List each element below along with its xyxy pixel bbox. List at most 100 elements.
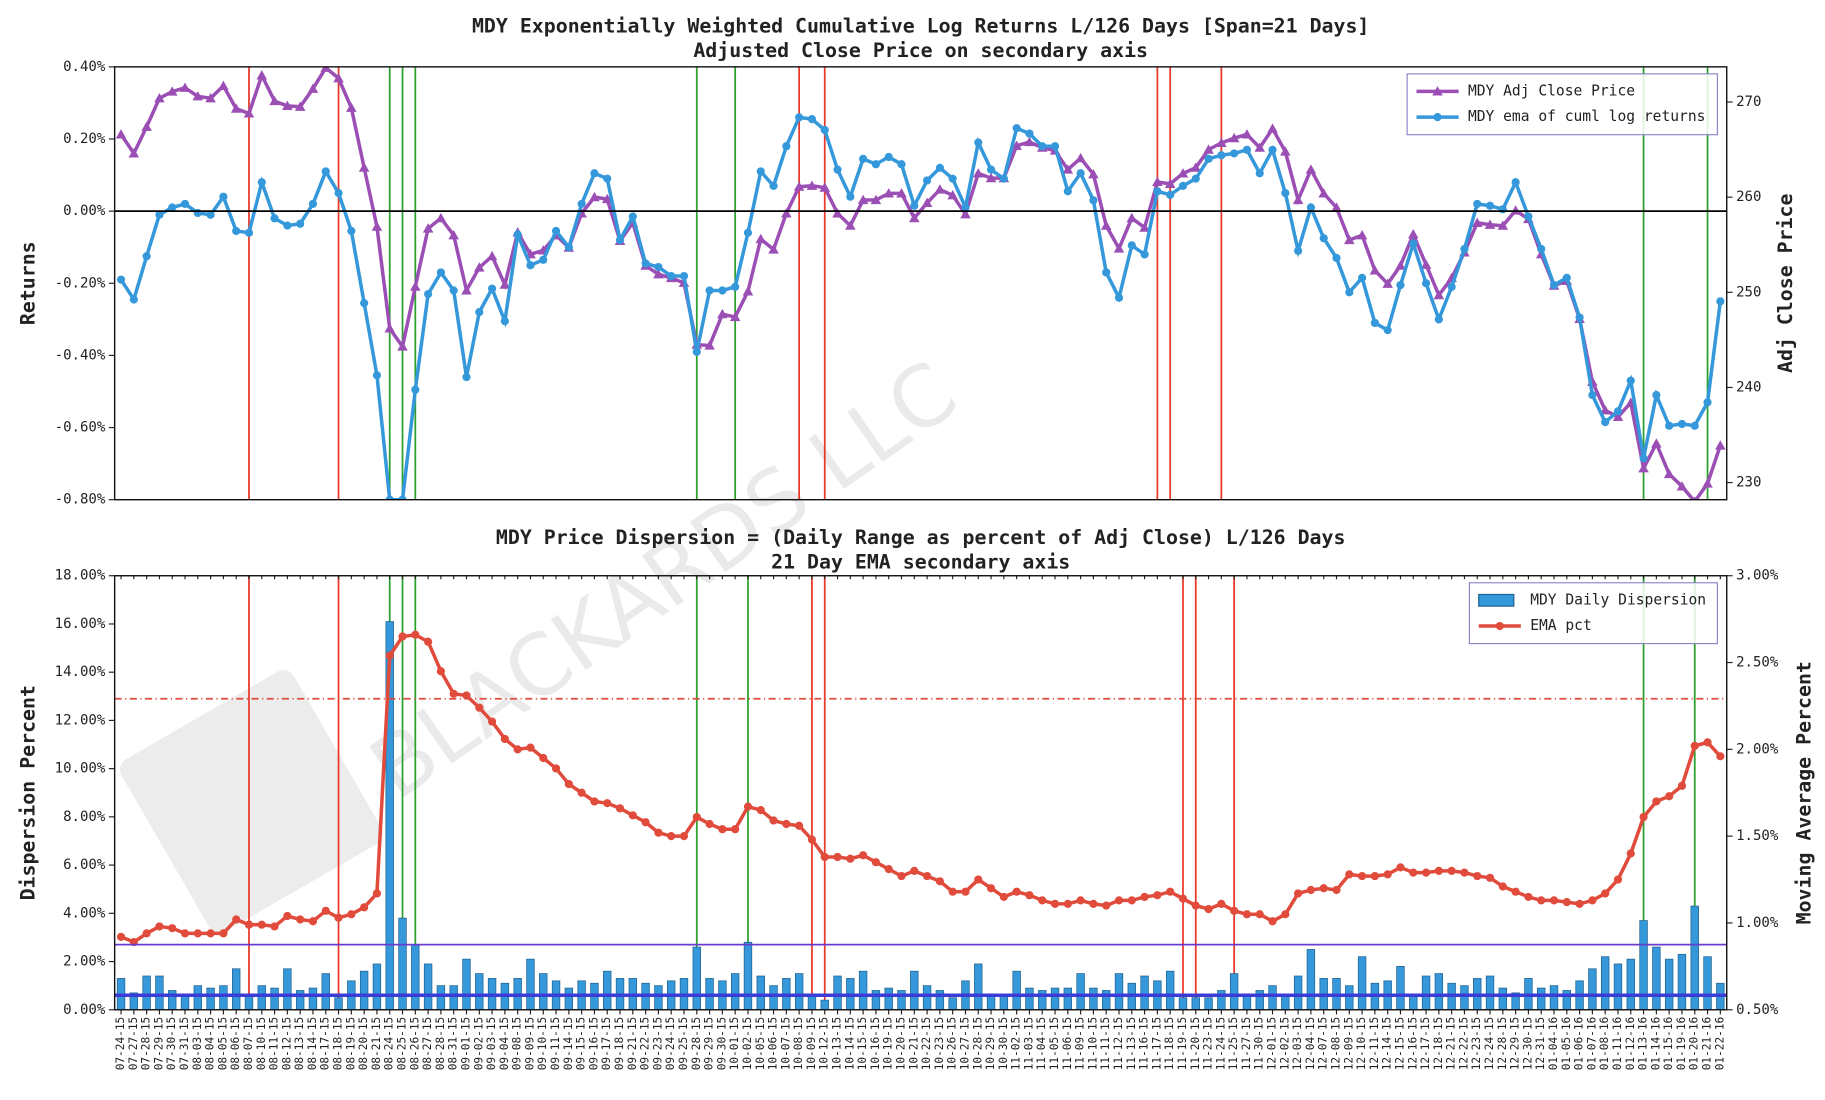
point-marker [397,341,408,351]
bar [1345,985,1354,1010]
point-marker [1217,899,1226,908]
y-tick-label: 0.00% [63,203,106,219]
x-tick-label: 10-22-15 [920,1017,933,1071]
chart-title: MDY Exponentially Weighted Cumulative Lo… [472,15,1369,38]
point-marker [1345,870,1354,879]
bar [1485,975,1495,1010]
bar [654,985,663,1010]
plot-frame [113,66,1728,501]
bar [1050,987,1060,1010]
point-marker [307,83,319,93]
bar [922,985,932,1010]
point-marker [168,924,177,933]
point-marker [462,691,471,700]
bar [1255,990,1264,1010]
point-marker [1356,229,1368,240]
y-tick-label: 6.00% [63,857,106,873]
point-marker [1153,187,1162,196]
x-tick-label: 10-29-15 [984,1017,997,1071]
point-marker [283,911,292,921]
point-marker [320,66,332,72]
point-marker [1702,478,1713,488]
point-marker [1626,376,1635,385]
bar [603,970,612,1010]
point-marker [193,929,202,938]
bar [1293,975,1303,1010]
point-marker [180,199,190,209]
point-marker [667,271,676,281]
point-marker [1114,293,1124,302]
point-marker [756,167,765,176]
x-tick-label: 11-23-15 [1202,1017,1215,1071]
x-tick-label: 09-30-15 [715,1017,728,1071]
point-marker [1063,187,1072,196]
point-marker [1294,246,1303,255]
x-tick-label: 12-15-15 [1393,1017,1406,1071]
bar [1421,975,1431,1010]
point-marker [1089,196,1098,205]
bar [1114,973,1124,1010]
point-marker [742,286,754,296]
point-marker [1319,884,1328,893]
point-marker [296,219,305,228]
x-tick-label: 10-26-15 [946,1017,959,1071]
point-marker [692,347,701,356]
x-tick-label: 08-14-15 [306,1017,319,1071]
bar [807,994,817,1010]
point-marker [129,295,138,304]
point-marker [974,138,983,147]
x-tick-label: 10-05-15 [754,1017,767,1071]
x-tick-label: 08-26-15 [408,1017,421,1071]
bar [1549,985,1559,1010]
point-marker [1369,265,1381,275]
bar [1229,973,1239,1010]
point-marker [551,764,561,773]
y-tick-label: 12.00% [55,712,106,728]
point-marker [1549,896,1559,905]
x-tick-label: 11-11-15 [1099,1017,1112,1071]
point-marker [1164,178,1176,188]
point-marker [128,148,140,158]
point-marker [1692,496,1697,500]
legend-label: MDY Daily Dispersion [1530,591,1706,608]
bar [692,946,701,1010]
point-marker [641,818,650,827]
bar [219,985,228,1010]
point-marker [526,261,535,270]
point-marker [230,103,242,113]
x-tick-label: 09-10-15 [536,1017,549,1071]
point-marker [283,221,292,230]
x-tick-label: 10-14-15 [843,1017,856,1071]
point-marker [422,223,434,233]
x-tick-label: 09-22-15 [639,1017,652,1071]
y2-tick-label: 270 [1736,94,1761,110]
point-marker [142,929,151,938]
point-marker [564,779,573,789]
point-marker [475,308,484,317]
point-marker [1370,871,1379,881]
point-marker [206,210,215,219]
x-tick-label: 12-07-15 [1317,1017,1330,1071]
point-marker [372,889,382,898]
x-tick-label: 08-27-15 [421,1017,434,1071]
x-tick-label: 10-30-15 [997,1017,1010,1071]
x-tick-label: 12-10-15 [1355,1017,1368,1071]
bar [398,917,407,1010]
point-marker [116,932,126,941]
x-tick-label: 08-10-15 [255,1017,268,1071]
plot-frame [113,575,1728,1011]
point-marker [961,887,970,896]
bar [1306,949,1316,1010]
point-marker [819,182,830,192]
y-tick-label: 2.00% [63,954,106,970]
x-tick-label: 12-04-15 [1304,1017,1317,1071]
point-marker [1575,899,1584,908]
point-marker [1639,812,1648,822]
x-tick-label: 10-08-15 [792,1017,805,1071]
bar [1409,994,1418,1010]
point-marker [1510,205,1521,215]
legend-swatch [1478,593,1515,607]
point-marker [385,651,394,660]
point-marker [1613,875,1623,884]
point-marker [192,91,204,101]
